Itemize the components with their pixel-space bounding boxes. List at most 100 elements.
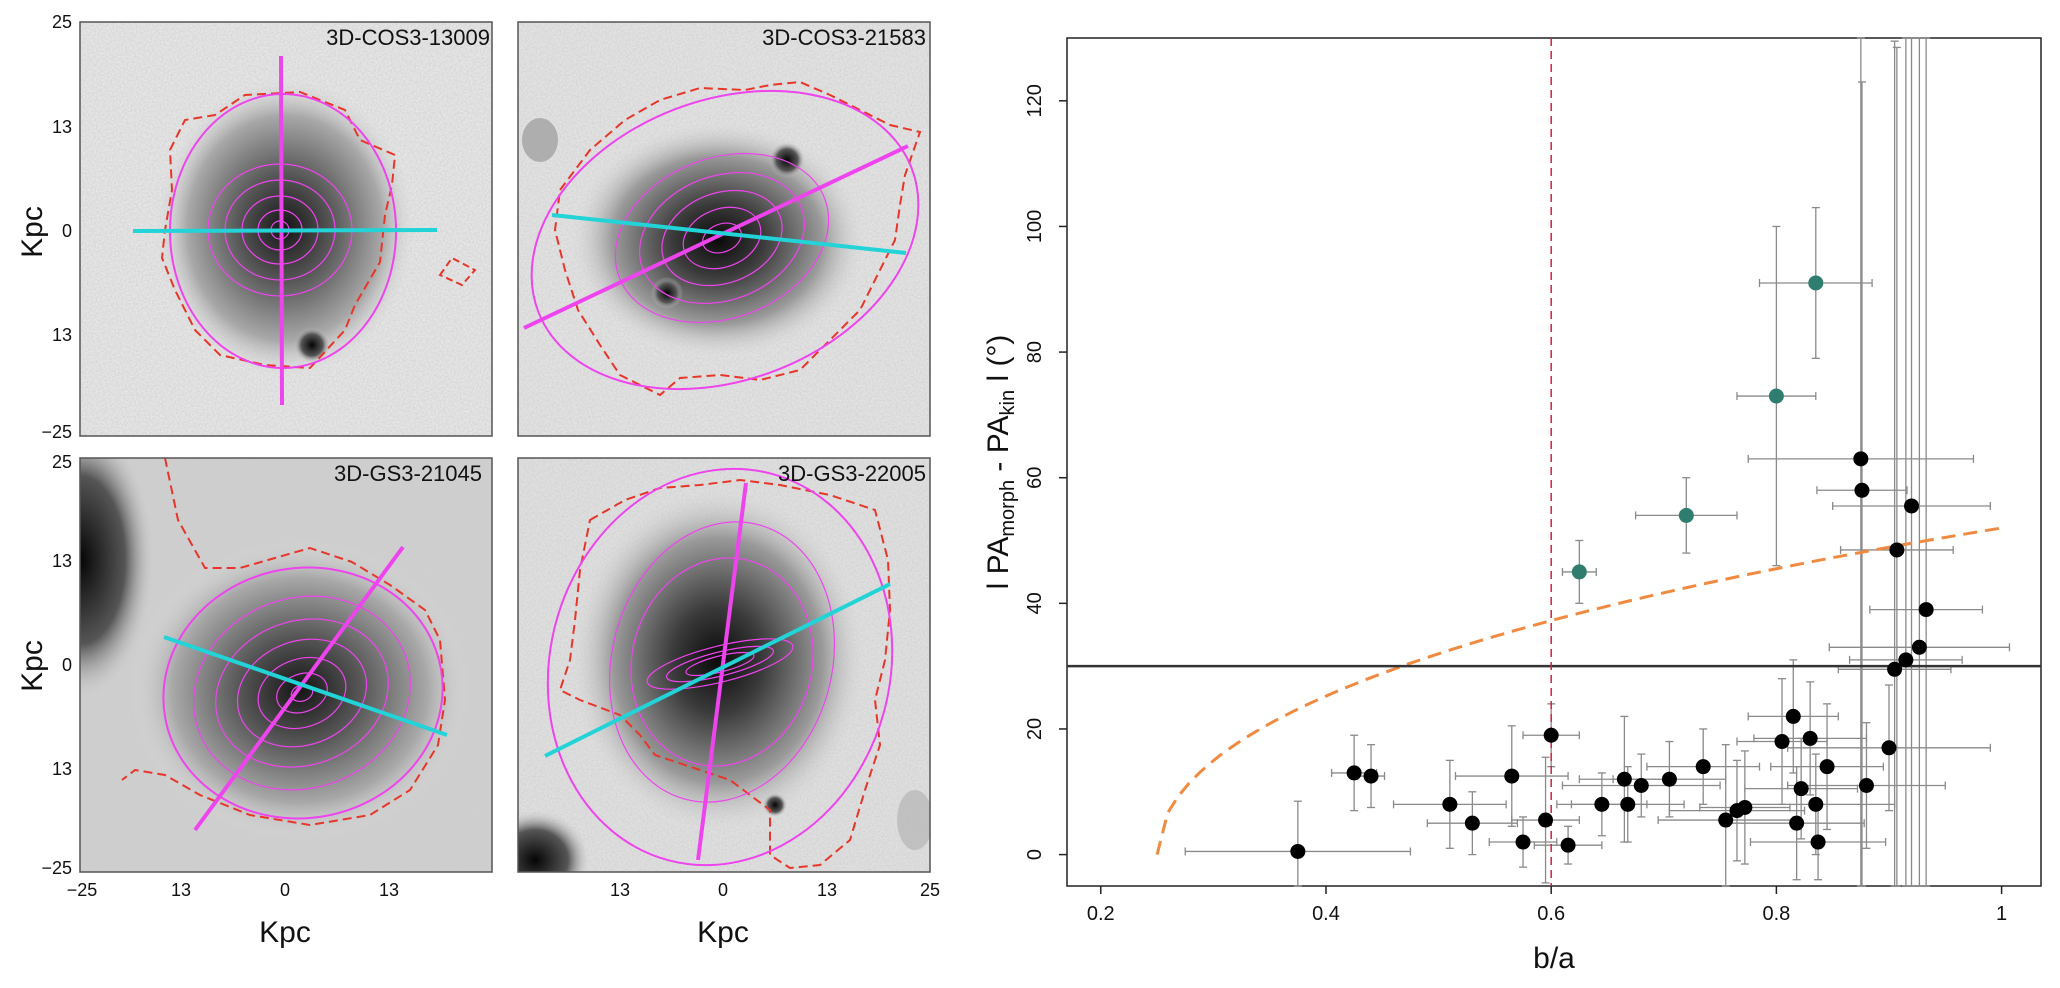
aligned-point-3 (1442, 796, 1458, 812)
aligned-point-1 (1346, 765, 1362, 781)
panel-4-outer-ellipse (546, 467, 894, 867)
panel-2-morph-axis (523, 144, 909, 330)
image-xlabel-right: Kpc (697, 916, 749, 949)
panel-1-blob (294, 327, 330, 363)
aligned-point-34 (1904, 498, 1920, 514)
panel-4-frame (517, 457, 931, 873)
scatter-x-ticks: 0.2 0.4 0.6 0.8 1 (1087, 903, 2007, 925)
ylabel-part-1: morph (997, 480, 1019, 537)
xtick-right-1: 0 (718, 880, 728, 900)
panel-1-title: 3D-COS3-13009 (326, 25, 490, 50)
panel-2-knot-1 (769, 142, 805, 178)
ytick-top-3: 13 (52, 325, 72, 345)
aligned-point-26 (1819, 759, 1835, 775)
ytick-bottom-3: 13 (52, 759, 72, 779)
aligned-point-20 (1785, 708, 1801, 724)
aligned-point-16 (1718, 812, 1734, 828)
panel-1-galaxy (155, 78, 415, 378)
xtick-left-3: 13 (379, 880, 399, 900)
xtick-left-2: 0 (280, 880, 290, 900)
scatter-xlabel: b/a (1533, 942, 1575, 975)
xtick-left-0: −25 (67, 880, 98, 900)
xtick-right-0: 13 (610, 880, 630, 900)
aligned-point-22 (1793, 781, 1809, 797)
panel-4-knot (763, 793, 787, 817)
ylabel-part-0: l PA (982, 537, 1015, 590)
misaligned-point-1 (1678, 507, 1694, 523)
scatter-frame (1066, 37, 2042, 887)
image-ylabel-bottom: Kpc (16, 640, 49, 692)
panel-2: 3D-COS3-21583 (517, 21, 931, 437)
aligned-point-21 (1789, 815, 1805, 831)
scatter-ytick-4: 80 (1024, 341, 1046, 363)
xtick-left-1: 13 (171, 880, 191, 900)
panel-4-iso-ellipses (608, 521, 836, 803)
aligned-point-29 (1858, 777, 1874, 793)
aligned-point-14 (1661, 771, 1677, 787)
panel-4-morph-axis (696, 482, 748, 861)
panel-1-contour-island (438, 256, 477, 287)
panel-3-contour (121, 457, 447, 827)
panel-3-kin-axis (163, 635, 448, 737)
scatter-ylabel: l PAmorph - PAkin l (°) (982, 335, 1019, 590)
panel-2-outer-ellipse (530, 89, 920, 391)
aligned-point-35 (1911, 639, 1927, 655)
ylabel-part-4: l (°) (982, 335, 1015, 390)
aligned-point-12 (1620, 796, 1636, 812)
ytick-bottom-4: −25 (41, 858, 72, 878)
aligned-point-32 (1889, 542, 1905, 558)
panel-3-iso-ellipses (193, 595, 411, 791)
panel-3-frame (79, 457, 493, 873)
aligned-point-25 (1810, 834, 1826, 850)
panel-2-galaxy (568, 120, 868, 360)
ylabel-part-3: kin (997, 390, 1019, 416)
aligned-point-36 (1918, 602, 1934, 618)
scatter-tick-marks (1059, 100, 2003, 894)
panel-2-kin-axis (551, 213, 907, 255)
image-x-ticks: −25 13 0 13 13 0 13 25 (67, 880, 940, 900)
scatter-xtick-1: 0.4 (1312, 903, 1340, 925)
scatter-errorbars (1184, 37, 2011, 887)
aligned-point-24 (1808, 796, 1824, 812)
panel-2-title: 3D-COS3-21583 (762, 25, 926, 50)
panel-3-bright-neighbor (80, 458, 155, 700)
aligned-point-27 (1853, 451, 1869, 467)
aligned-point-10 (1594, 796, 1610, 812)
scatter-xtick-4: 1 (1996, 903, 2007, 925)
aligned-point-9 (1560, 837, 1576, 853)
panel-4-corner-blob (518, 810, 590, 872)
panel-1-contour (160, 90, 397, 370)
panel-1: 3D-COS3-13009 (79, 21, 493, 437)
scatter-xtick-3: 0.8 (1762, 903, 1790, 925)
aligned-point-0 (1290, 843, 1306, 859)
aligned-point-11 (1616, 771, 1632, 787)
panel-1-frame (79, 21, 493, 437)
model-curve (1155, 526, 2002, 855)
misaligned-point-2 (1768, 388, 1784, 404)
scatter-ytick-2: 40 (1024, 592, 1046, 614)
scatter-ytick-6: 120 (1024, 84, 1046, 117)
panel-4-edge-blob (897, 790, 930, 850)
aligned-point-15 (1695, 759, 1711, 775)
aligned-point-19 (1774, 734, 1790, 750)
scatter-ytick-0: 0 (1024, 849, 1046, 860)
panel-3: 3D-GS3-21045 (79, 457, 493, 873)
scatter-ytick-1: 20 (1024, 718, 1046, 740)
panel-4-galaxy (568, 485, 868, 835)
panel-3-title: 3D-GS3-21045 (334, 461, 482, 486)
scatter-ytick-3: 60 (1024, 467, 1046, 489)
aligned-point-4 (1464, 815, 1480, 831)
ytick-top-0: 25 (52, 12, 72, 32)
misaligned-point-3 (1808, 275, 1824, 291)
ytick-bottom-2: 0 (62, 655, 72, 675)
aligned-point-23 (1802, 730, 1818, 746)
panel-1-kin-axis (132, 228, 438, 233)
aligned-point-7 (1538, 812, 1554, 828)
aligned-point-2 (1363, 768, 1379, 784)
panel-3-morph-axis (193, 545, 405, 832)
aligned-point-18 (1737, 799, 1753, 815)
panel-4: 3D-GS3-22005 (517, 457, 931, 873)
ytick-bottom-0: 25 (52, 452, 72, 472)
panel-4-kin-axis (544, 582, 891, 758)
